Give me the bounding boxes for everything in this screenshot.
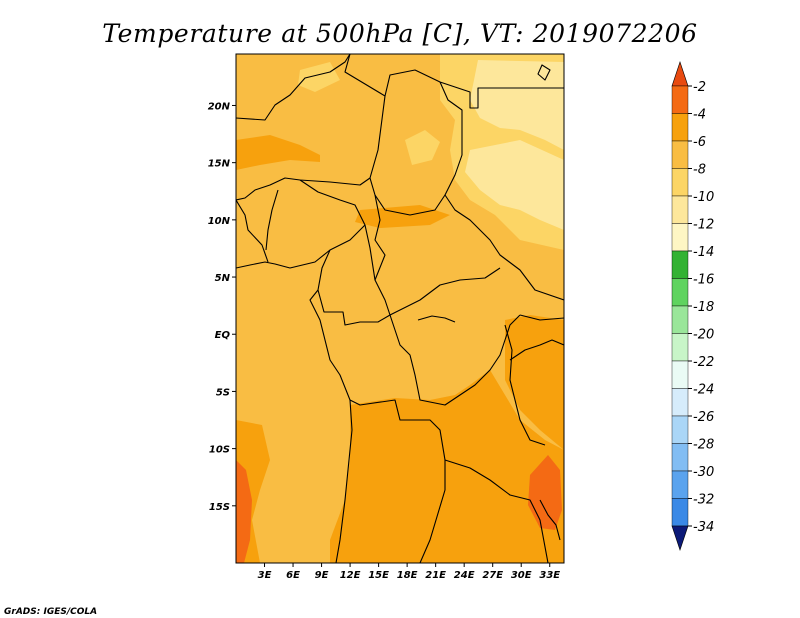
y-tick-label: 5N bbox=[215, 273, 231, 284]
colorbar: -2 -4 -6 -8 -10 -12 -14 -16 -18 -20 -22 -24 -26 -28 -3… bbox=[671, 61, 714, 551]
x-tick-label: 21E bbox=[425, 570, 446, 581]
colorbar-label: -34 bbox=[693, 520, 714, 535]
colorbar-swatch bbox=[671, 113, 689, 142]
y-tick-label: 10S bbox=[209, 445, 230, 456]
y-tick-label: 5S bbox=[216, 387, 230, 398]
colorbar-swatch bbox=[671, 223, 689, 252]
map-panel: 3E 6E 9E 12E 15E 18E 21E 24E 27E 30E 33E 20N 15N 10N… bbox=[208, 53, 565, 581]
x-tick-label: 12E bbox=[340, 570, 361, 581]
y-axis-ticks: 20N 15N 10N 5N EQ 5S 10S 15S bbox=[208, 101, 236, 513]
colorbar-swatch bbox=[671, 305, 689, 334]
colorbar-label: -28 bbox=[693, 438, 714, 453]
x-tick-label: 15E bbox=[368, 570, 389, 581]
x-tick-label: 3E bbox=[258, 570, 272, 581]
colorbar-label: -24 bbox=[693, 383, 714, 398]
colorbar-label: -6 bbox=[693, 135, 706, 150]
colorbar-label: -32 bbox=[693, 493, 714, 508]
x-tick-label: 18E bbox=[397, 570, 418, 581]
warm-region-south bbox=[330, 370, 564, 563]
grads-credit: GrADS: IGES/COLA bbox=[4, 607, 97, 617]
colorbar-label: -2 bbox=[693, 80, 706, 95]
colorbar-label: -8 bbox=[693, 163, 706, 178]
colorbar-label: -12 bbox=[693, 218, 714, 233]
x-tick-label: 33E bbox=[539, 570, 560, 581]
colorbar-bottom-triangle bbox=[671, 525, 689, 551]
colorbar-swatch bbox=[671, 388, 689, 417]
colorbar-swatch bbox=[671, 195, 689, 224]
cool-patch-sahara bbox=[405, 130, 440, 165]
coolest-region-east bbox=[465, 140, 564, 230]
x-tick-label: 24E bbox=[454, 570, 475, 581]
colorbar-swatch bbox=[671, 140, 689, 169]
colorbar-swatch bbox=[671, 333, 689, 362]
map-title: Temperature at 500hPa [C], VT: 201907220… bbox=[102, 19, 697, 48]
colorbar-label: -16 bbox=[693, 273, 714, 288]
colorbar-label: -4 bbox=[693, 108, 706, 123]
warm-region-southeast bbox=[505, 315, 564, 450]
hot-region-west-coast bbox=[236, 460, 252, 563]
colorbar-swatch bbox=[671, 415, 689, 444]
country-borders bbox=[236, 54, 564, 563]
x-tick-label: 30E bbox=[511, 570, 532, 581]
colorbar-label: -18 bbox=[693, 300, 714, 315]
colorbar-swatch bbox=[671, 85, 689, 114]
x-tick-label: 27E bbox=[482, 570, 503, 581]
colorbar-swatch bbox=[671, 278, 689, 307]
y-tick-label: 10N bbox=[208, 216, 231, 227]
x-tick-label: 6E bbox=[286, 570, 300, 581]
x-tick-label: 9E bbox=[315, 570, 329, 581]
y-tick-label: 15S bbox=[209, 502, 230, 513]
colorbar-label: -22 bbox=[693, 355, 714, 370]
colorbar-label: -10 bbox=[693, 190, 714, 205]
colorbar-label: -30 bbox=[693, 465, 714, 480]
colorbar-swatch bbox=[671, 470, 689, 499]
x-axis-ticks: 3E 6E 9E 12E 15E 18E 21E 24E 27E 30E 33E bbox=[258, 563, 560, 581]
colorbar-swatch bbox=[671, 168, 689, 197]
map-frame bbox=[235, 53, 565, 564]
y-tick-label: 15N bbox=[208, 159, 231, 170]
colorbar-top-triangle bbox=[671, 61, 689, 87]
colorbar-swatch bbox=[671, 360, 689, 389]
warm-streak-north bbox=[236, 135, 320, 170]
colorbar-label: -14 bbox=[693, 245, 714, 260]
warm-streak-center bbox=[355, 205, 450, 228]
colorbar-label: -26 bbox=[693, 410, 714, 425]
coolest-region-northeast bbox=[470, 60, 564, 150]
colorbar-label: -20 bbox=[693, 328, 714, 343]
colorbar-swatch bbox=[671, 250, 689, 279]
colorbar-swatch bbox=[671, 498, 689, 527]
colorbar-swatch bbox=[671, 443, 689, 472]
y-tick-label: EQ bbox=[215, 330, 231, 341]
hot-region-southeast bbox=[528, 455, 562, 530]
cool-patch-north bbox=[298, 62, 340, 92]
y-tick-label: 20N bbox=[208, 101, 231, 112]
